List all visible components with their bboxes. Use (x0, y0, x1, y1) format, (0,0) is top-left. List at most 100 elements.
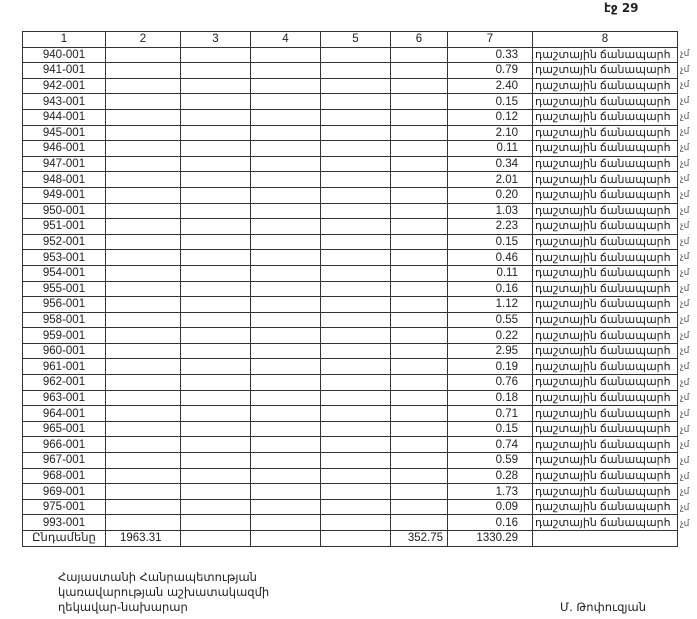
cell-col-5 (320, 202, 391, 220)
table-row: 944-001 0.12 դաշտային ճանապարհ (22, 108, 678, 126)
cell-col-6 (390, 62, 448, 79)
clipped-text-fragment: չմ (680, 376, 690, 387)
cell-col-2 (105, 405, 181, 422)
cell-col-6 (390, 77, 448, 95)
cell-col-3 (180, 202, 251, 220)
cell-col-6 (390, 452, 448, 469)
clipped-text-fragment: չմ (680, 282, 690, 293)
cell-col-4 (250, 124, 321, 142)
cell-col-1: 967-001 (22, 452, 106, 469)
cell-col-2 (105, 452, 181, 469)
cell-col-1: 968-001 (22, 467, 106, 485)
table-row: 948-001 2.01 դաշտային ճանապարհ (22, 171, 678, 188)
cell-col-8: դաշտային ճանապարհ (532, 171, 678, 188)
table-row: 955-001 0.16 դաշտային ճանապարհ (22, 280, 678, 298)
cell-col-1: 946-001 (22, 140, 106, 157)
cell-col-8: դաշտային ճանապարհ (532, 202, 678, 220)
cell-col-5 (320, 389, 391, 407)
cell-col-8: դաշտային ճանապարհ (532, 77, 678, 95)
cell-col-1: 966-001 (22, 436, 106, 454)
cell-col-7: 2.01 (447, 171, 533, 188)
cell-col-1: 947-001 (22, 155, 106, 173)
cell-col-5 (320, 264, 391, 282)
cell-col-1: 969-001 (22, 483, 106, 500)
cell-col-3 (180, 358, 251, 376)
cell-col-6 (390, 514, 448, 531)
cell-col-3 (180, 77, 251, 95)
table-row: 942-001 2.40 դաշտային ճանապարհ (22, 77, 678, 95)
cell-col-8: դաշտային ճանապարհ (532, 296, 678, 313)
cell-col-5 (320, 342, 391, 360)
cell-col-4 (250, 218, 321, 235)
cell-col-2 (105, 358, 181, 376)
cell-col-6 (390, 218, 448, 235)
cell-col-5 (320, 358, 391, 376)
cell-col-3 (180, 186, 251, 204)
clipped-text-fragment: չմ (680, 454, 690, 465)
header-row: 1 2 3 4 5 6 7 8 (22, 31, 678, 48)
cell-col-4 (250, 140, 321, 157)
clipped-text-fragment: չմ (680, 392, 690, 403)
cell-col-8: դաշտային ճանապարհ (532, 233, 678, 251)
clipped-text-fragment: չմ (680, 141, 690, 152)
table-row: 943-001 0.15 դաշտային ճանապարհ (22, 93, 678, 110)
cell-col-8: դաշտային ճանապարհ (532, 498, 678, 516)
cell-col-6 (390, 155, 448, 173)
clipped-text-fragment: չմ (680, 204, 690, 215)
total-cell-col-6: 352.75 (390, 530, 448, 547)
clipped-text-fragment: չմ (680, 173, 690, 184)
table-row: 946-001 0.11 դաշտային ճանապարհ (22, 140, 678, 157)
cell-col-8: դաշտային ճանապարհ (532, 46, 678, 64)
clipped-text-fragment: չմ (680, 63, 690, 74)
column-header: 4 (250, 31, 321, 48)
cell-col-1: 952-001 (22, 233, 106, 251)
cell-col-1: 943-001 (22, 93, 106, 110)
cell-col-3 (180, 296, 251, 313)
cell-col-1: 955-001 (22, 280, 106, 298)
cell-col-5 (320, 62, 391, 79)
cell-col-2 (105, 124, 181, 142)
cell-col-7: 1.73 (447, 483, 533, 500)
cell-col-4 (250, 233, 321, 251)
cell-col-3 (180, 389, 251, 407)
cell-col-8: դաշտային ճանապարհ (532, 140, 678, 157)
cell-col-6 (390, 498, 448, 516)
table-row: 963-001 0.18 դաշտային ճանապարհ (22, 389, 678, 407)
cell-col-6 (390, 467, 448, 485)
cell-col-5 (320, 452, 391, 469)
cell-col-8: դաշտային ճանապարհ (532, 374, 678, 391)
cell-col-1: 942-001 (22, 77, 106, 95)
cell-col-2 (105, 108, 181, 126)
cell-col-8: դաշտային ճանապարհ (532, 467, 678, 485)
cell-col-4 (250, 108, 321, 126)
cell-col-3 (180, 467, 251, 485)
cell-col-5 (320, 124, 391, 142)
cell-col-7: 0.28 (447, 467, 533, 485)
cell-col-3 (180, 93, 251, 110)
cell-col-8: դաշտային ճանապարհ (532, 389, 678, 407)
cell-col-6 (390, 436, 448, 454)
cell-col-2 (105, 264, 181, 282)
clipped-text-fragment: չմ (680, 220, 690, 231)
cell-col-3 (180, 218, 251, 235)
clipped-text-fragment: չմ (680, 79, 690, 90)
cell-col-2 (105, 498, 181, 516)
cell-col-7: 0.76 (447, 374, 533, 391)
cell-col-4 (250, 436, 321, 454)
cell-col-6 (390, 280, 448, 298)
cell-col-4 (250, 249, 321, 266)
cell-col-3 (180, 452, 251, 469)
clipped-text-fragment: չմ (680, 361, 690, 371)
cell-col-5 (320, 77, 391, 95)
cell-col-3 (180, 374, 251, 391)
cell-col-3 (180, 327, 251, 344)
cell-col-7: 0.19 (447, 358, 533, 376)
cell-col-1: 959-001 (22, 327, 106, 344)
table-row: 951-001 2.23 դաշտային ճանապարհ (22, 218, 678, 235)
cell-col-6 (390, 311, 448, 329)
cell-col-5 (320, 108, 391, 126)
cell-col-4 (250, 77, 321, 95)
table-row: 959-001 0.22 դաշտային ճանապարհ (22, 327, 678, 344)
cell-col-2 (105, 436, 181, 454)
cell-col-7: 0.71 (447, 405, 533, 422)
